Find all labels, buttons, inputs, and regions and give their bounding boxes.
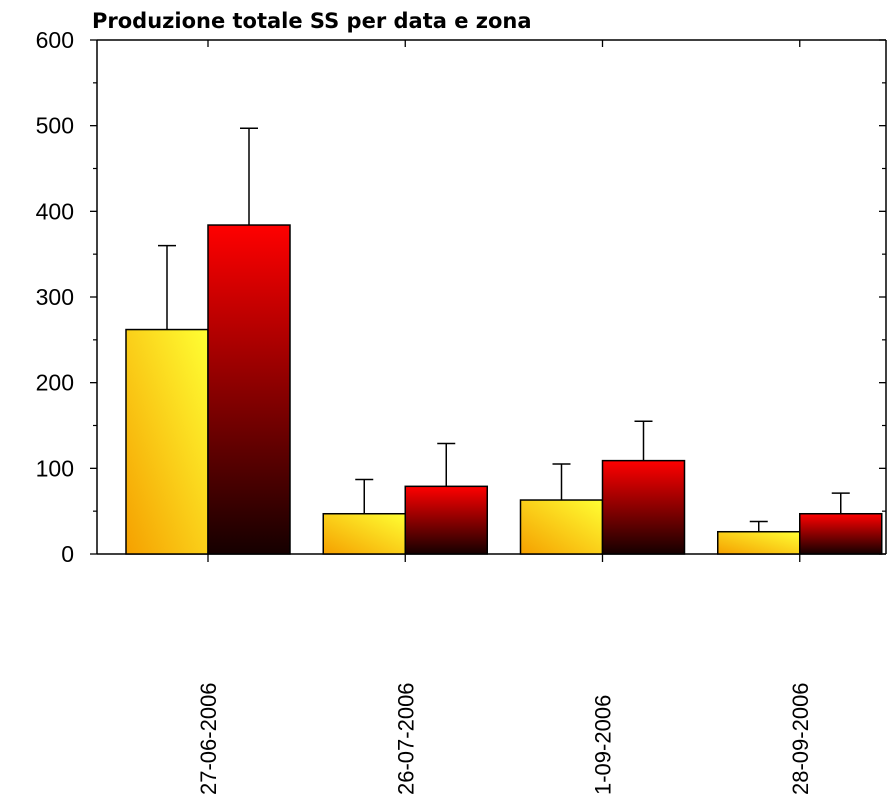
y-tick-label: 600 — [36, 27, 74, 53]
bar-series0-0 — [125, 328, 209, 555]
bars — [125, 224, 883, 555]
y-tick-label: 200 — [36, 370, 74, 396]
bar-series1-0 — [207, 224, 291, 555]
error-bars — [158, 127, 850, 532]
x-category-label: 1-09-2006 — [591, 695, 616, 795]
chart-title: Produzione totale SS per data e zona — [92, 9, 532, 33]
x-category-label: 26-07-2006 — [393, 682, 418, 795]
bar-series0-3 — [717, 530, 801, 555]
y-tick-label: 0 — [61, 541, 74, 567]
bar-series0-2 — [519, 499, 604, 555]
bar-series1-1 — [404, 485, 488, 555]
bar-series1-2 — [601, 459, 686, 555]
bar-series1-3 — [799, 512, 883, 555]
x-axis-categories: 27-06-2006 26-07-2006 1-09-2006 28-09-2006 — [196, 40, 813, 795]
x-category-label: 27-06-2006 — [196, 682, 221, 795]
y-tick-label: 100 — [36, 455, 74, 481]
y-tick-label: 400 — [36, 198, 74, 224]
x-category-label: 28-09-2006 — [788, 682, 813, 795]
y-tick-label: 500 — [36, 113, 74, 139]
y-axis-ticks: 0 100 200 300 400 500 600 — [36, 27, 886, 567]
bar-series0-1 — [322, 512, 406, 555]
y-tick-label: 300 — [36, 284, 74, 310]
